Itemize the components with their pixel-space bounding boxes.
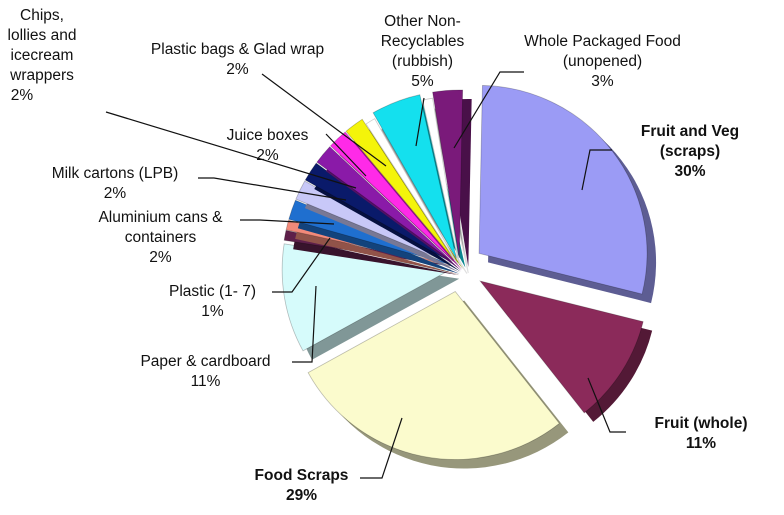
- label-other-nonrecyclables: Other Non-Recyclables (rubbish) 5%: [380, 13, 465, 90]
- leader-fruit-whole: [587, 377, 626, 433]
- slice-plastic-bags-glad-wrap-11: [345, 118, 455, 261]
- slice-plastic-1-7-4-side: [293, 239, 460, 276]
- leader-whole-packaged: [453, 71, 524, 149]
- slice-paper-cardboard-3: [281, 243, 452, 352]
- slice-fruit-and-veg-scraps-0: [478, 85, 648, 295]
- slice-fruit-whole-1: [479, 280, 644, 414]
- label-plastic: Plastic (1- 7) 1%: [169, 283, 256, 320]
- slice-other-non-recyclables-rubbish-13: [372, 94, 457, 259]
- label-food-scraps: Food Scraps 29%: [254, 467, 349, 504]
- label-fruit-whole: Fruit (whole) 11%: [654, 415, 748, 452]
- slice-juice-boxes-10: [329, 131, 454, 262]
- slice-whole-packaged-food-unopened-15: [432, 89, 464, 259]
- slice-unlabeled-8: [304, 162, 452, 263]
- slice-unlabeled-12: [365, 118, 459, 265]
- label-fruit-veg: Fruit and Veg (scraps) 30%: [640, 123, 740, 180]
- label-plastic-bags: Plastic bags & Glad wrap 2%: [150, 41, 325, 78]
- label-juice-boxes: Juice boxes 2%: [226, 127, 309, 164]
- leader-food-scraps: [360, 417, 403, 479]
- leader-milk: [198, 177, 347, 201]
- leader-aluminium: [240, 219, 335, 225]
- leader-fruit-veg: [581, 149, 612, 191]
- label-aluminium: Aluminium cans & containers 2%: [98, 209, 223, 266]
- label-milk-cartons: Milk cartons (LPB) 2%: [51, 165, 179, 202]
- label-chips: Chips, lollies and icecream wrappers 2%: [7, 7, 77, 104]
- label-paper: Paper & cardboard 11%: [140, 353, 271, 390]
- leader-paper: [292, 285, 317, 363]
- slice-chips-lollies-and-icecream-wrappers-9: [316, 146, 453, 262]
- leader-plastic-bags: [261, 73, 387, 167]
- slice-unlabeled-14: [422, 97, 460, 265]
- leader-plastic: [272, 237, 331, 293]
- leader-chips: [105, 111, 357, 189]
- leader-other: [415, 97, 425, 147]
- label-whole-packaged: Whole Packaged Food (unopened) 3%: [524, 33, 681, 90]
- leader-juice: [325, 133, 367, 177]
- slice-food-scraps-2: [307, 291, 560, 460]
